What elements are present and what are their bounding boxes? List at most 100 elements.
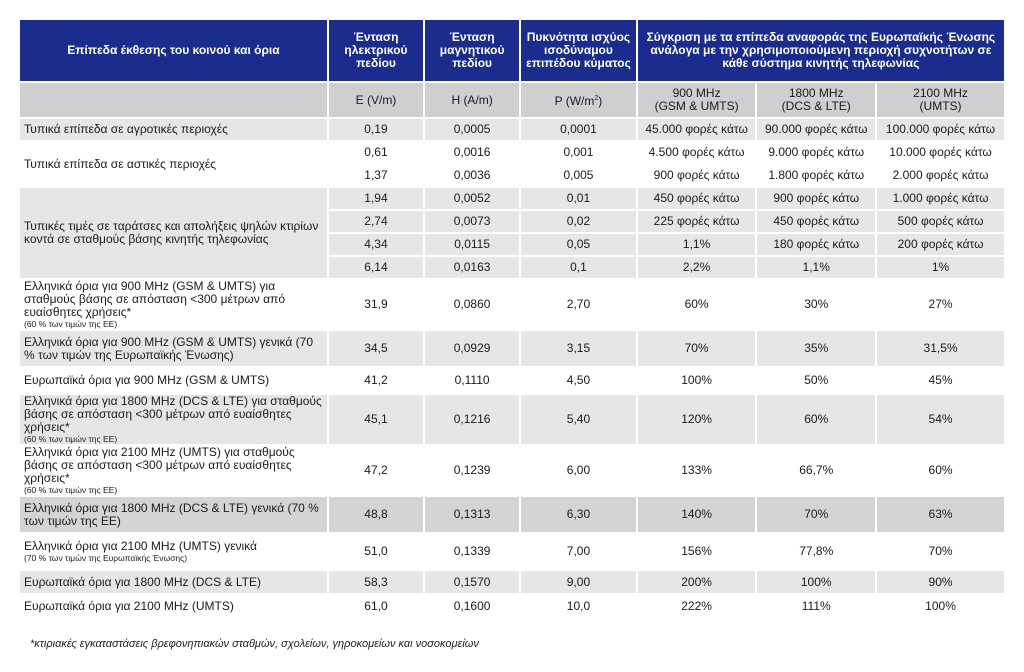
- cell-e: 41,2: [328, 368, 424, 393]
- row-label-note: (60 % των τιμών της ΕΕ): [24, 434, 118, 444]
- cell-h: 0,1239: [425, 446, 520, 495]
- cell-e: 31,9: [328, 280, 424, 329]
- row-label: Ευρωπαϊκά όρια για 2100 MHz (UMTS): [20, 595, 327, 617]
- cell-2100: 31,5%: [877, 331, 1004, 366]
- units-blank: [20, 83, 327, 117]
- cell-e: 58,3: [328, 571, 424, 593]
- cell-h: 0,0073: [425, 211, 520, 232]
- table-row: 1,37 0,0036 0,005 900 φορές κάτω 1.800 φ…: [20, 165, 1004, 186]
- cell-e: 6,14: [328, 257, 424, 278]
- cell-p: 2,70: [521, 280, 636, 329]
- table-row: Τυπικές τιμές σε ταράτσες και απολήξεις …: [20, 188, 1004, 278]
- footnote: *κτιριακές εγκαταστάσεις βρεφονηπιακών σ…: [30, 638, 479, 650]
- cell-2100: 100.000 φορές κάτω: [877, 119, 1004, 140]
- row-label: Ελληνικά όρια για 1800 MHz (DCS & LTE) γ…: [20, 497, 327, 532]
- header-magnetic-field: Ένταση μαγνητικού πεδίου: [425, 20, 520, 81]
- cell-h: 0,0052: [425, 188, 520, 209]
- cell-900: 100%: [637, 368, 756, 393]
- cell-2100: 100%: [877, 595, 1004, 617]
- cell-e: 0,19: [328, 119, 424, 140]
- cell-1800: 70%: [757, 497, 876, 532]
- cell-2100: 1.000 φορές κάτω: [877, 188, 1004, 209]
- cell-1800: 66,7%: [757, 446, 876, 495]
- cell-p: 6,30: [521, 497, 636, 532]
- cell-900: 120%: [637, 395, 756, 444]
- cell-h: 0,1570: [425, 571, 520, 593]
- cell-900: 60%: [637, 280, 756, 329]
- exposure-limits-table: Επίπεδα έκθεσης του κοινού και όρια Έντα…: [18, 18, 1006, 619]
- unit-e: E (V/m): [328, 83, 424, 117]
- table-row: Ευρωπαϊκά όρια για 2100 MHz (UMTS) 61,0 …: [20, 595, 1004, 617]
- cell-p: 7,00: [521, 534, 636, 569]
- cell-p: 0,001: [521, 142, 636, 163]
- unit-p-close: ): [598, 94, 603, 108]
- row-label-text: Ελληνικά όρια για 2100 MHz (UMTS) γενικά: [24, 539, 257, 553]
- cell-h: 0,1216: [425, 395, 520, 444]
- cell-2100: 27%: [877, 280, 1004, 329]
- table-row: Ελληνικά όρια για 1800 MHz (DCS & LTE) γ…: [20, 497, 1004, 532]
- cell-2100: 45%: [877, 368, 1004, 393]
- cell-1800: 900 φορές κάτω: [757, 188, 876, 209]
- cell-h: 0,0929: [425, 331, 520, 366]
- row-label: Ελληνικά όρια για 2100 MHz (UMTS) για στ…: [20, 446, 327, 495]
- cell-1800: 50%: [757, 368, 876, 393]
- cell-900: 222%: [637, 595, 756, 617]
- header-electric-field: Ένταση ηλεκτρικού πεδίου: [328, 20, 424, 81]
- unit-p-sup: 2: [594, 95, 599, 102]
- cell-p: 10,0: [521, 595, 636, 617]
- row-label-text: Ελληνικά όρια για 1800 MHz (DCS & LTE) γ…: [24, 394, 322, 434]
- unit-900-freq: 900 MHz: [672, 86, 721, 100]
- cell-1800: 35%: [757, 331, 876, 366]
- cell-p: 5,40: [521, 395, 636, 444]
- row-label: Ελληνικά όρια για 1800 MHz (DCS & LTE) γ…: [20, 395, 327, 444]
- cell-h: 0,1600: [425, 595, 520, 617]
- row-label-text: Ελληνικά όρια για 2100 MHz (UMTS) για στ…: [24, 445, 295, 485]
- table-row: Ελληνικά όρια για 2100 MHz (UMTS) γενικά…: [20, 534, 1004, 569]
- cell-e: 34,5: [328, 331, 424, 366]
- table-row: 6,14 0,0163 0,1 2,2% 1,1% 1%: [20, 257, 1004, 278]
- header-power-density: Πυκνότητα ισχύος ισοδύναμου επιπέδου κύμ…: [521, 20, 636, 81]
- cell-900: 900 φορές κάτω: [637, 165, 756, 186]
- cell-p: 9,00: [521, 571, 636, 593]
- units-row: E (V/m) H (A/m) P (W/m2) 900 MHz (GSM & U…: [20, 83, 1004, 117]
- table-row: Ελληνικά όρια για 2100 MHz (UMTS) για στ…: [20, 446, 1004, 495]
- unit-2100-freq: 2100 MHz: [913, 86, 968, 100]
- table-row: Ελληνικά όρια για 900 MHz (GSM & UMTS) γ…: [20, 280, 1004, 329]
- table-row: Ευρωπαϊκά όρια για 900 MHz (GSM & UMTS) …: [20, 368, 1004, 393]
- cell-h: 0,0005: [425, 119, 520, 140]
- unit-p-text: P (W/m: [554, 94, 595, 108]
- cell-900: 156%: [637, 534, 756, 569]
- unit-1800-freq: 1800 MHz: [788, 86, 844, 100]
- cell-p: 0,0001: [521, 119, 636, 140]
- cell-1800: 30%: [757, 280, 876, 329]
- cell-h: 0,1313: [425, 497, 520, 532]
- cell-e: 45,1: [328, 395, 424, 444]
- cell-p: 0,05: [521, 234, 636, 255]
- cell-p: 0,02: [521, 211, 636, 232]
- row-label: Ευρωπαϊκά όρια για 1800 MHz (DCS & LTE): [20, 571, 327, 593]
- row-label: Ελληνικά όρια για 2100 MHz (UMTS) γενικά…: [20, 534, 327, 569]
- cell-2100: 63%: [877, 497, 1004, 532]
- cell-900: 200%: [637, 571, 756, 593]
- cell-h: 0,1339: [425, 534, 520, 569]
- cell-p: 0,01: [521, 188, 636, 209]
- cell-900: 2,2%: [637, 257, 756, 278]
- row-label: Τυπικά επίπεδα σε αστικές περιοχές: [20, 142, 327, 186]
- cell-e: 47,2: [328, 446, 424, 495]
- table-row: 4,34 0,0115 0,05 1,1% 180 φορές κάτω 200…: [20, 234, 1004, 255]
- cell-900: 450 φορές κάτω: [637, 188, 756, 209]
- cell-900: 140%: [637, 497, 756, 532]
- unit-h: H (A/m): [425, 83, 520, 117]
- cell-2100: 500 φορές κάτω: [877, 211, 1004, 232]
- header-exposure-levels: Επίπεδα έκθεσης του κοινού και όρια: [20, 20, 327, 81]
- cell-h: 0,1110: [425, 368, 520, 393]
- cell-2100: 54%: [877, 395, 1004, 444]
- cell-1800: 1,1%: [757, 257, 876, 278]
- cell-h: 0,0163: [425, 257, 520, 278]
- cell-e: 1,37: [328, 165, 424, 186]
- cell-1800: 450 φορές κάτω: [757, 211, 876, 232]
- cell-p: 6,00: [521, 446, 636, 495]
- cell-e: 4,34: [328, 234, 424, 255]
- cell-e: 0,61: [328, 142, 424, 163]
- cell-2100: 200 φορές κάτω: [877, 234, 1004, 255]
